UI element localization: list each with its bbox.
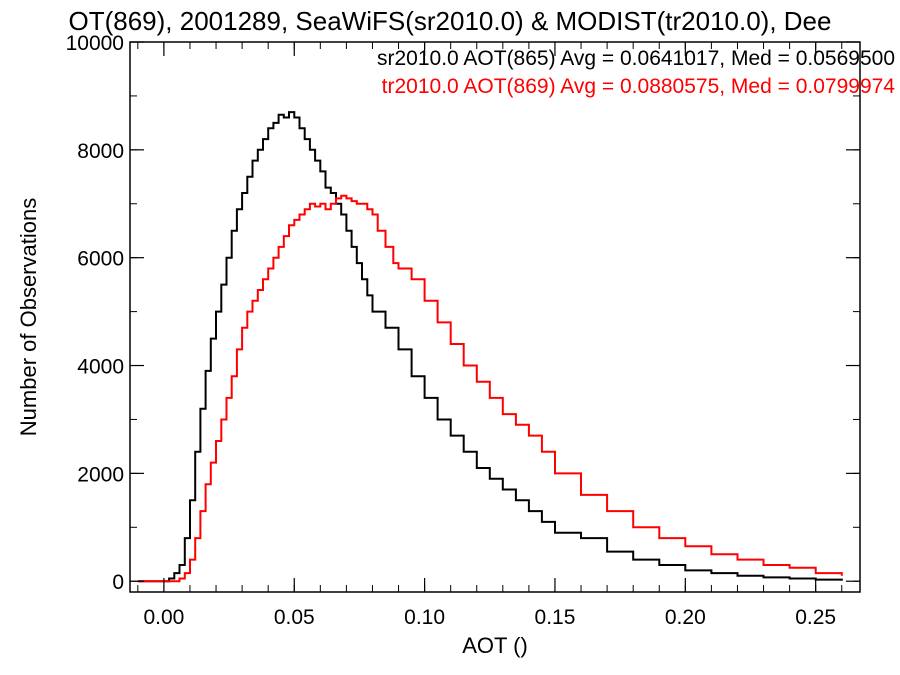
y-tick-label: 0 bbox=[112, 571, 124, 594]
y-axis-label: Number of Observations bbox=[16, 198, 41, 436]
y-tick-label: 8000 bbox=[77, 140, 124, 163]
axes: 0.00 0.05 0.10 0.15 0.20 0.25 0 2000 4000 6000 800… bbox=[66, 32, 860, 629]
x-tick-label: 0.05 bbox=[274, 606, 315, 629]
x-tick-label: 0.20 bbox=[665, 606, 706, 629]
legend-entry-red: tr2010.0 AOT(869) Avg = 0.0880575, Med =… bbox=[382, 75, 896, 98]
y-tick-label: 2000 bbox=[77, 463, 124, 486]
series-line-1 bbox=[137, 194, 843, 583]
plot-area bbox=[137, 111, 843, 583]
x-tick-label: 0.15 bbox=[535, 606, 576, 629]
x-tick-label: 0.10 bbox=[404, 606, 445, 629]
y-tick-label: 6000 bbox=[77, 248, 124, 271]
x-axis-label: AOT () bbox=[462, 633, 528, 658]
x-tick-label: 0.00 bbox=[143, 606, 184, 629]
series-line-0 bbox=[137, 111, 843, 583]
plot-frame bbox=[129, 41, 861, 593]
y-tick-label: 10000 bbox=[66, 32, 124, 55]
x-tick-label: 0.25 bbox=[795, 606, 836, 629]
y-tick-label: 4000 bbox=[77, 356, 124, 379]
chart-title: OT(869), 2001289, SeaWiFS(sr2010.0) & MO… bbox=[69, 6, 832, 36]
legend-entry-black: sr2010.0 AOT(865) Avg = 0.0641017, Med =… bbox=[377, 47, 895, 70]
